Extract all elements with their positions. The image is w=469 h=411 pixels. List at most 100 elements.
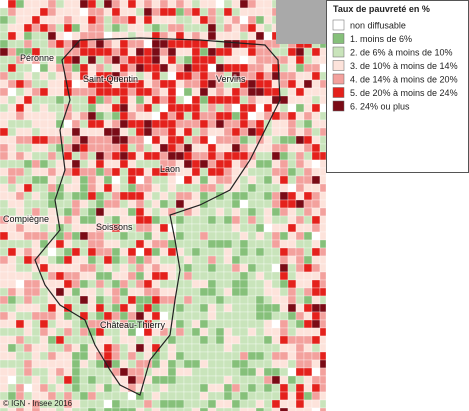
commune (63, 319, 73, 329)
commune (175, 135, 185, 145)
commune (23, 407, 33, 411)
commune (199, 343, 209, 353)
commune (295, 79, 305, 89)
commune (7, 39, 17, 49)
commune (0, 247, 9, 257)
commune (247, 175, 257, 185)
commune (135, 143, 145, 153)
commune (319, 103, 327, 113)
commune (255, 351, 265, 361)
commune (111, 119, 121, 129)
commune (167, 407, 177, 411)
place-label: Laon (160, 164, 180, 174)
commune (279, 119, 289, 129)
commune (287, 183, 297, 193)
commune (183, 223, 193, 233)
commune (311, 47, 321, 57)
commune (255, 0, 265, 9)
commune (71, 399, 81, 409)
commune (79, 375, 89, 385)
commune (71, 343, 81, 353)
commune (183, 383, 193, 393)
commune (231, 271, 241, 281)
commune (7, 7, 17, 17)
commune (295, 95, 305, 105)
commune (0, 351, 9, 361)
commune (143, 55, 153, 65)
commune (199, 319, 209, 329)
commune (311, 327, 321, 337)
commune (0, 7, 9, 17)
commune (31, 287, 41, 297)
commune (79, 191, 89, 201)
commune (0, 183, 9, 193)
commune (7, 367, 17, 377)
commune (47, 143, 57, 153)
commune (183, 183, 193, 193)
commune (135, 375, 145, 385)
legend-title: Taux de pauvreté en % (333, 4, 430, 14)
commune (311, 263, 321, 273)
commune (127, 135, 137, 145)
commune (279, 367, 289, 377)
commune (87, 199, 97, 209)
commune (199, 391, 209, 401)
commune (231, 111, 241, 121)
commune (47, 207, 57, 217)
commune (175, 343, 185, 353)
commune (31, 231, 41, 241)
commune (175, 359, 185, 369)
commune (15, 263, 25, 273)
commune (7, 287, 17, 297)
commune (231, 87, 241, 97)
commune (175, 367, 185, 377)
commune (191, 119, 201, 129)
commune (39, 327, 49, 337)
commune (263, 279, 273, 289)
commune (271, 135, 281, 145)
commune (279, 215, 289, 225)
commune (71, 55, 81, 65)
commune (95, 23, 105, 33)
commune (23, 127, 33, 137)
commune (279, 127, 289, 137)
commune (87, 287, 97, 297)
commune (191, 311, 201, 321)
commune (0, 231, 9, 241)
commune (151, 223, 161, 233)
commune (47, 303, 57, 313)
commune (103, 87, 113, 97)
commune (31, 311, 41, 321)
commune (223, 383, 233, 393)
commune (223, 119, 233, 129)
commune (31, 159, 41, 169)
commune (87, 143, 97, 153)
commune (15, 87, 25, 97)
commune (63, 23, 73, 33)
commune (255, 55, 265, 65)
commune (191, 95, 201, 105)
commune (271, 231, 281, 241)
commune (183, 303, 193, 313)
commune (63, 407, 73, 411)
commune (231, 231, 241, 241)
commune (95, 111, 105, 121)
commune (87, 15, 97, 25)
commune (215, 391, 225, 401)
commune (111, 335, 121, 345)
commune (143, 39, 153, 49)
commune (311, 191, 321, 201)
commune (55, 111, 65, 121)
commune (247, 407, 257, 411)
commune (111, 151, 121, 161)
commune (295, 239, 305, 249)
commune (151, 135, 161, 145)
commune (167, 63, 177, 73)
commune (175, 95, 185, 105)
commune (119, 111, 129, 121)
commune (63, 383, 73, 393)
commune (231, 159, 241, 169)
commune (135, 111, 145, 121)
commune (159, 151, 169, 161)
commune (87, 119, 97, 129)
